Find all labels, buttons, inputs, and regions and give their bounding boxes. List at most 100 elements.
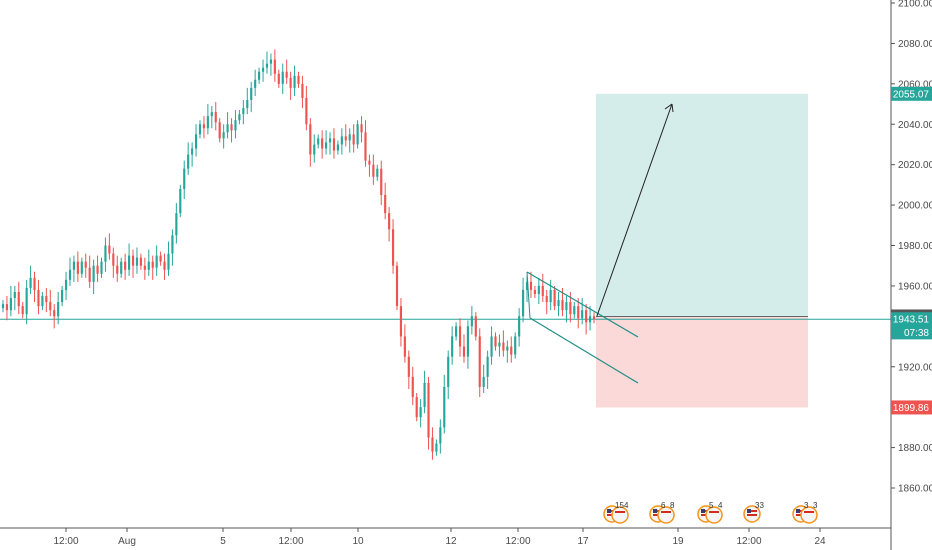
candle-body: [72, 261, 76, 270]
candle-body: [470, 316, 473, 327]
candle-body: [498, 342, 501, 347]
candle-body: [194, 134, 198, 149]
candle-body: [269, 59, 273, 64]
candle-body: [92, 265, 95, 282]
candle-body: [49, 302, 52, 311]
candle-body: [57, 302, 60, 317]
candle-body: [226, 124, 229, 133]
flag-stripe-icon: [661, 511, 671, 513]
candle-body: [525, 281, 529, 290]
candle-body: [289, 77, 292, 88]
candle-body: [254, 79, 257, 88]
candle-body: [395, 265, 399, 307]
flag-canton-icon: [747, 509, 751, 513]
candle-body: [328, 138, 332, 143]
candle-body: [553, 289, 556, 307]
candle-body: [258, 71, 261, 80]
position-zones: [0, 93, 891, 408]
candle-body: [490, 336, 493, 357]
candle-body: [364, 132, 367, 161]
x-tick-label: 24: [814, 536, 826, 547]
candle-body: [565, 302, 568, 311]
x-tick-label: 5: [220, 536, 226, 547]
price-tag-label: 07:38: [904, 328, 929, 339]
candle-body: [143, 265, 146, 270]
candle-body: [573, 306, 576, 315]
price-tag: 2055.07: [891, 86, 932, 101]
candle-body: [545, 296, 548, 303]
x-tick-label: 19: [672, 536, 684, 547]
event-count: 5: [709, 501, 714, 510]
x-tick-label: 12:00: [736, 536, 761, 547]
candle-body: [478, 336, 481, 387]
candle-body: [561, 300, 564, 311]
candle-body: [592, 316, 596, 320]
candle-body: [431, 437, 434, 452]
candle-body: [29, 277, 32, 288]
candle-body: [368, 160, 371, 165]
y-tick-label: 1920.00: [898, 362, 932, 373]
candle-body: [210, 112, 213, 117]
candle-body: [557, 300, 560, 307]
candle-body: [163, 261, 166, 270]
candle-body: [206, 116, 209, 129]
x-tick-label: 17: [577, 536, 589, 547]
candles: [1, 49, 596, 460]
candle-body: [147, 261, 150, 270]
candle-body: [167, 253, 170, 270]
x-tick-label: 12:00: [53, 536, 78, 547]
y-tick-label: 1860.00: [898, 484, 932, 495]
candle-body: [265, 63, 269, 68]
candle-body: [202, 124, 206, 129]
candle-body: [139, 257, 142, 266]
candle-body: [41, 296, 44, 307]
x-tick-label: 12:00: [278, 536, 303, 547]
candle-body: [529, 281, 533, 290]
candle-body: [376, 168, 379, 177]
candle-body: [151, 261, 154, 268]
price-tag: 1943.51: [891, 312, 932, 327]
candle-body: [411, 376, 414, 398]
candle-body: [494, 336, 497, 347]
price-tag-bg: [891, 312, 932, 327]
flag-stripe-icon: [607, 510, 617, 512]
candle-body: [61, 289, 64, 303]
candle-body: [234, 120, 237, 131]
candle-body: [88, 267, 91, 282]
candle-body: [439, 427, 442, 444]
flag-stripe-icon: [709, 511, 719, 513]
candle-body: [218, 122, 221, 139]
candle-body: [537, 285, 540, 294]
channel-upper-line: [526, 271, 639, 338]
y-tick-label: 1880.00: [898, 443, 932, 454]
event-count: 8: [670, 501, 675, 510]
y-tick-label: 2020.00: [898, 160, 932, 171]
channel-edge: [526, 271, 531, 319]
candle-body: [447, 356, 450, 387]
candle-body: [486, 356, 489, 377]
candle-body: [332, 138, 336, 151]
candle-body: [577, 306, 580, 319]
candle-body: [171, 235, 174, 254]
price-tag-bg: [891, 400, 932, 415]
candle-body: [301, 83, 304, 98]
candle-body: [415, 397, 418, 418]
event-count: 33: [755, 501, 764, 510]
flag-stripe-icon: [747, 510, 757, 512]
flag-stripe-icon: [653, 510, 663, 512]
candle-body: [104, 245, 107, 262]
price-tag-label: 1899.86: [893, 403, 930, 414]
arrow-head: [664, 103, 674, 113]
candle-body: [246, 100, 249, 109]
candle-body: [588, 316, 592, 323]
candle-body: [451, 336, 454, 357]
candle-body: [344, 136, 347, 141]
candle-body: [348, 134, 351, 141]
candle-body: [13, 291, 16, 299]
x-tick-label: Aug: [118, 536, 136, 547]
candle-body: [187, 154, 190, 169]
y-tick-label: 1980.00: [898, 241, 932, 252]
